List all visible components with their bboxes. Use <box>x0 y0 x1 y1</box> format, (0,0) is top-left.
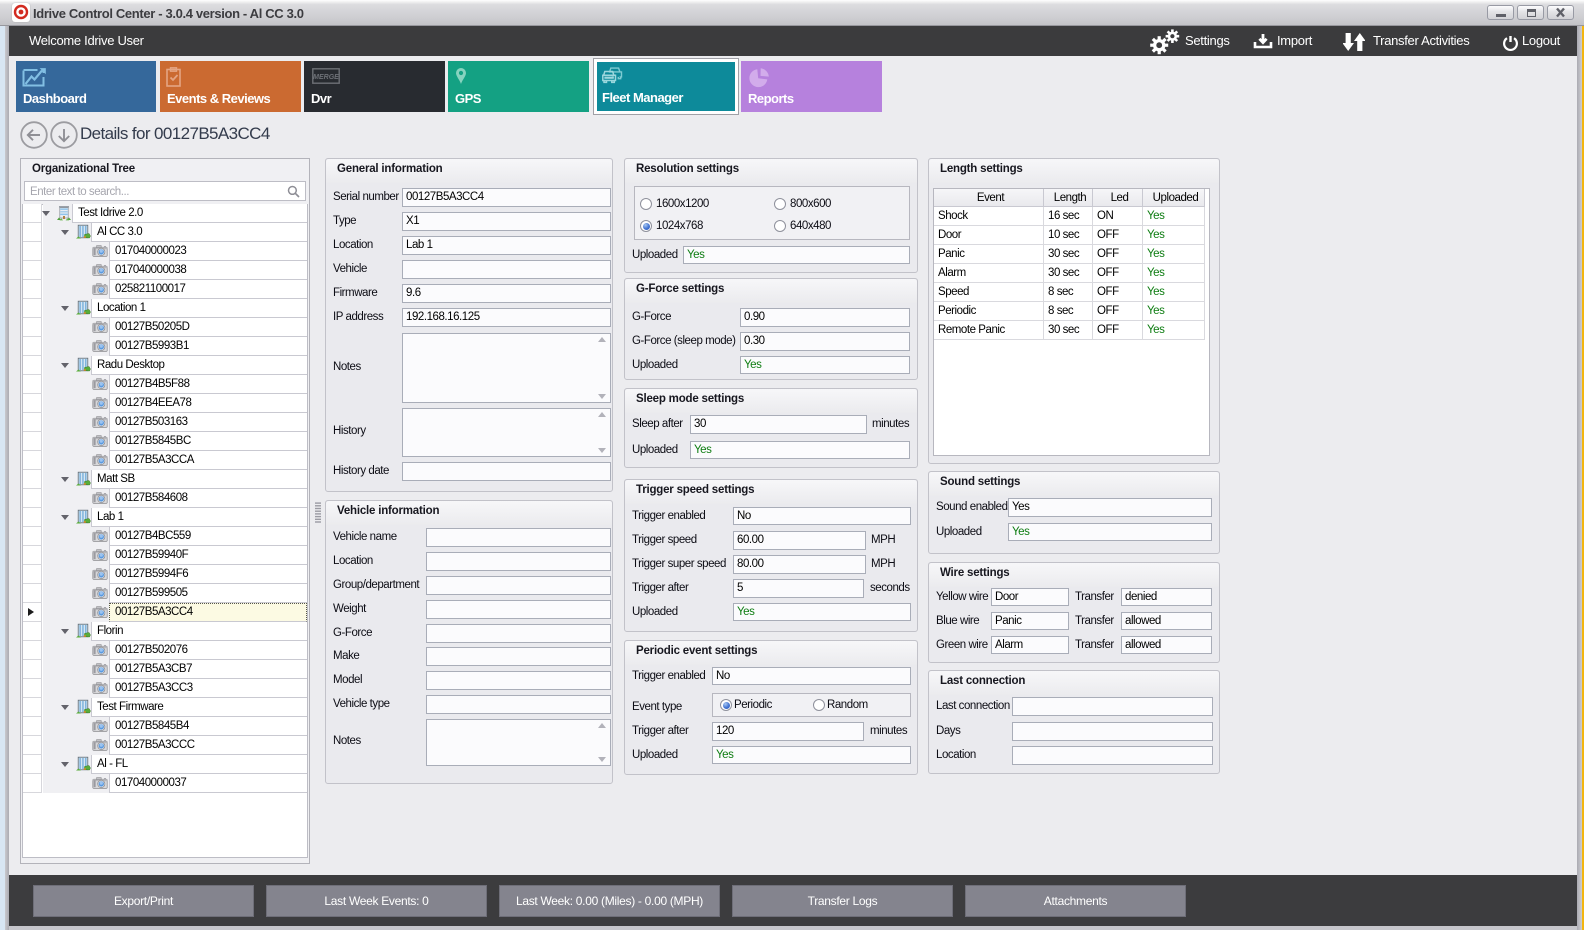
svg-text:MERGE: MERGE <box>313 74 339 81</box>
